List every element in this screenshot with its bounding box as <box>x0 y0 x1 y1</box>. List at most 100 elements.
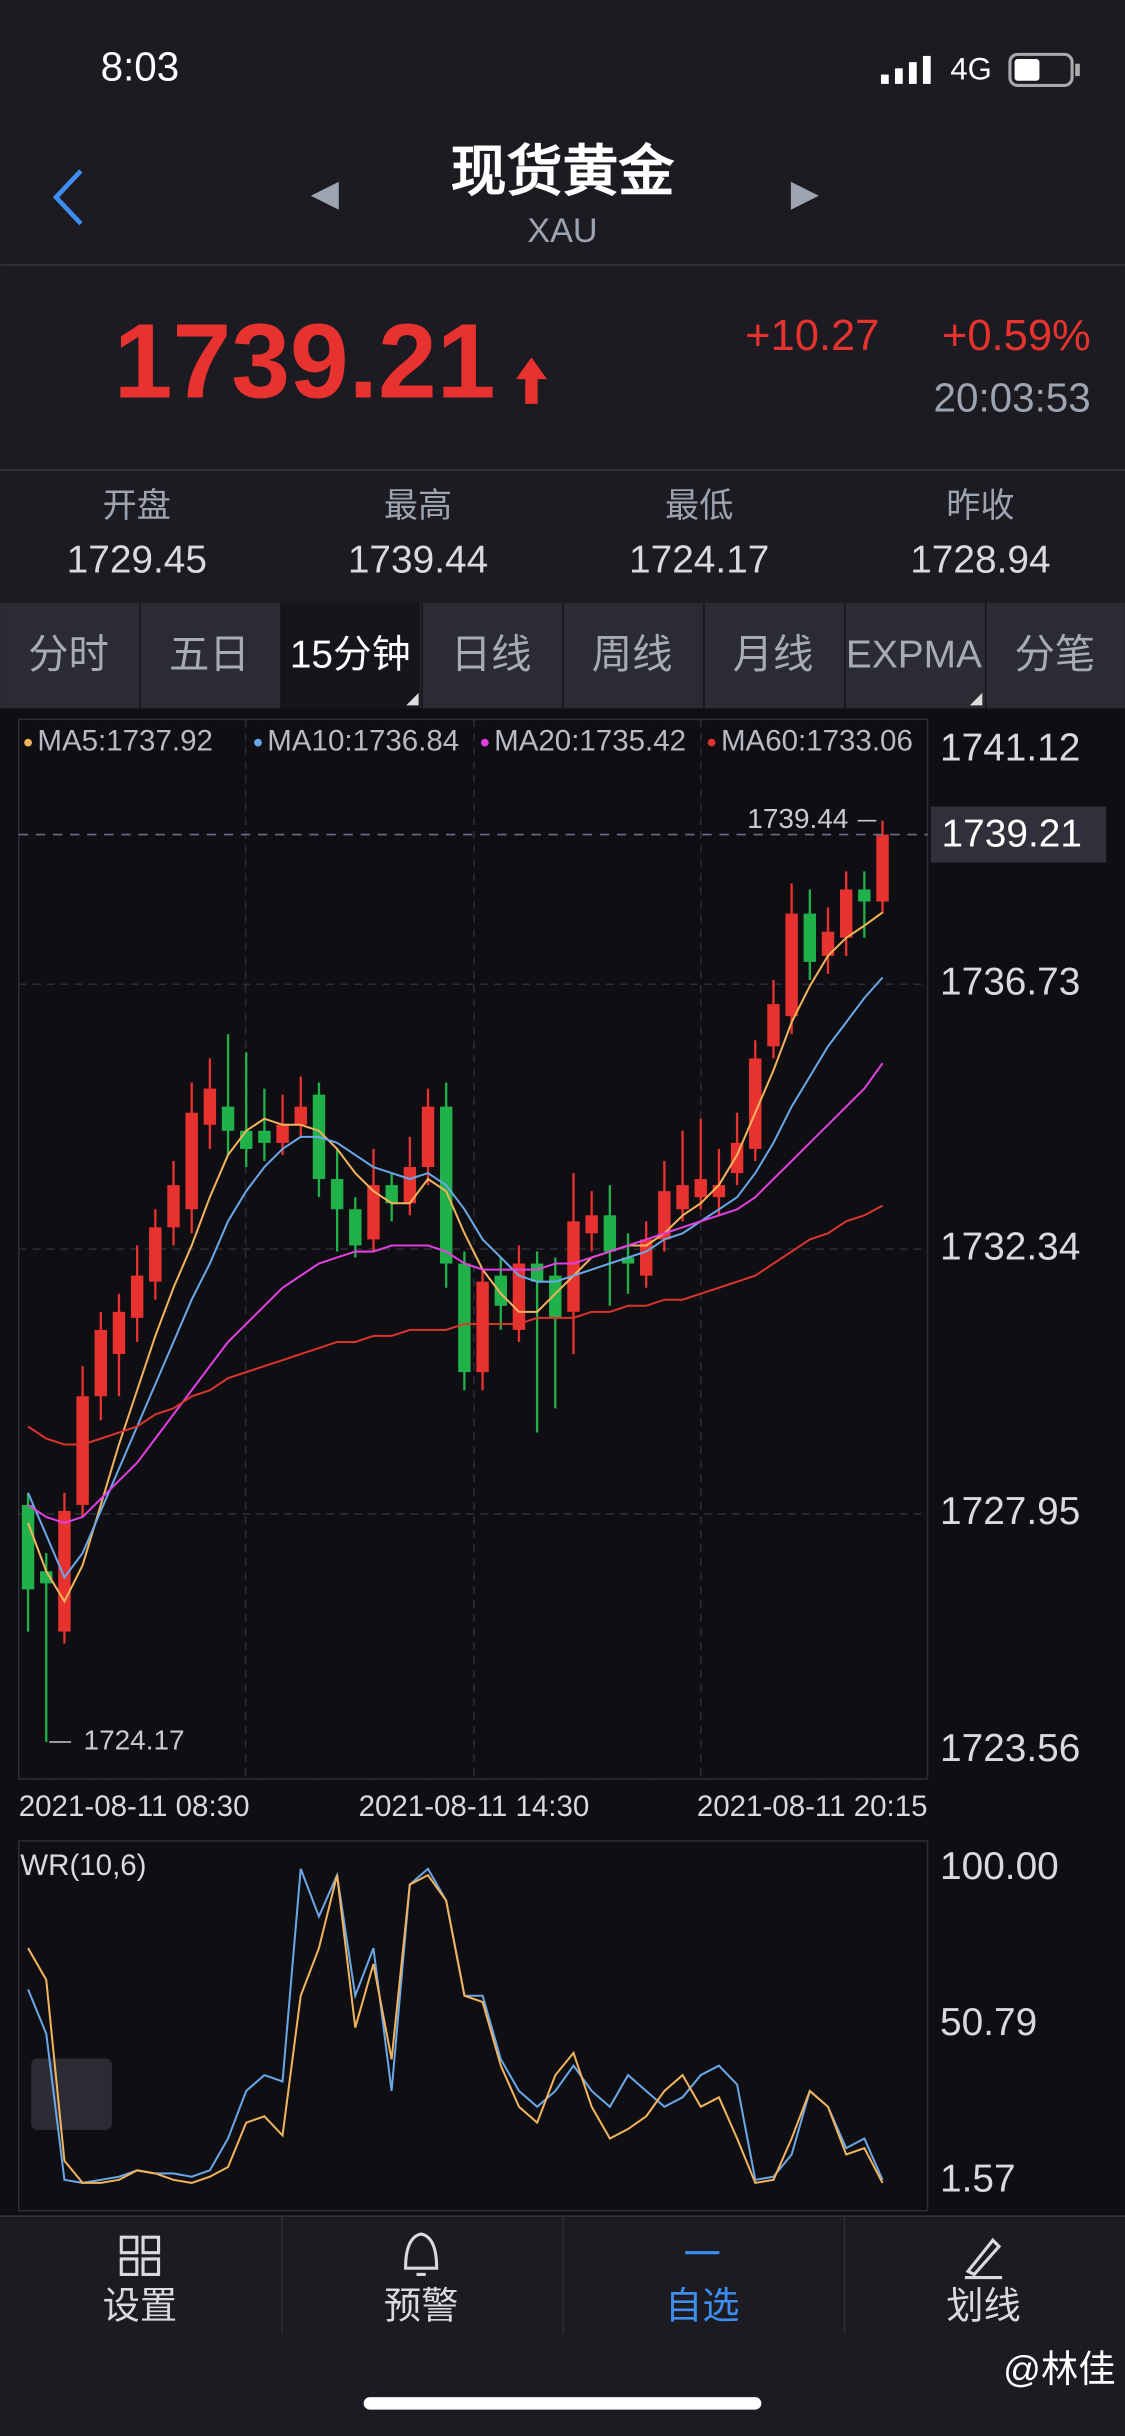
tab-divider <box>139 602 142 709</box>
title: 现货黄金 <box>451 139 676 202</box>
tab[interactable]: 15分钟 <box>290 633 411 676</box>
candle-body <box>730 1142 744 1174</box>
back-button[interactable] <box>52 169 83 226</box>
home-indicator <box>363 2397 762 2410</box>
tab-divider <box>280 602 282 709</box>
candle-body <box>421 1106 435 1168</box>
nav-icon <box>964 2237 1003 2280</box>
candle-body <box>130 1275 144 1318</box>
nav-label[interactable]: 预警 <box>384 2284 459 2326</box>
last-price: 1739.21 <box>114 303 496 421</box>
candle-body <box>294 1106 307 1125</box>
candle-body <box>694 1179 707 1198</box>
last-price-tag <box>930 806 1107 863</box>
candle-body <box>21 1504 35 1590</box>
candle-body <box>40 1571 53 1584</box>
tab[interactable]: EXPMA <box>846 633 982 676</box>
candle-body <box>112 1311 126 1355</box>
tab[interactable]: 月线 <box>733 631 814 677</box>
candle-body <box>621 1257 635 1264</box>
status-time: 8:03 <box>101 44 180 90</box>
y2-tick-label: 100.00 <box>940 1845 1059 1888</box>
candle-body <box>185 1112 198 1210</box>
candle-body <box>749 1058 762 1149</box>
candle-body <box>330 1179 344 1210</box>
candle-body <box>530 1263 544 1282</box>
tab-divider <box>421 602 423 709</box>
watermark: @林佳 <box>1003 2348 1115 2390</box>
stat-value: 1728.94 <box>910 539 1050 582</box>
ma-line <box>27 976 884 1580</box>
x-tick-label: 2021-08-11 20:15 <box>697 1790 928 1823</box>
nav-label[interactable]: 划线 <box>946 2284 1021 2326</box>
candle-body <box>603 1215 617 1252</box>
candle-body <box>276 1124 289 1143</box>
tab[interactable]: 周线 <box>592 631 673 677</box>
candle-body <box>258 1130 271 1143</box>
stat-label: 最高 <box>384 487 452 525</box>
candle-body <box>512 1263 526 1330</box>
last-price-label: 1739.21 <box>942 812 1082 855</box>
battery-icon <box>1008 52 1080 87</box>
divider <box>0 264 1125 266</box>
up-arrow <box>515 357 547 404</box>
tab[interactable]: 日线 <box>451 631 532 677</box>
next-arrow[interactable] <box>790 181 819 210</box>
nav-divider <box>843 2215 846 2334</box>
tab-dropdown-mark <box>969 692 983 706</box>
legend-dot <box>254 738 262 747</box>
candle-body <box>240 1130 253 1149</box>
legend-dot <box>24 738 32 747</box>
legend-label: MA5:1737.92 <box>37 724 213 757</box>
nav-label[interactable]: 自选 <box>665 2284 740 2326</box>
active-tab <box>280 602 421 709</box>
candle-body <box>494 1275 507 1306</box>
candle-body <box>821 931 835 956</box>
candle-body <box>712 1185 726 1198</box>
ma-line <box>27 1062 884 1525</box>
candle-body <box>349 1209 362 1246</box>
quote-time: 20:03:53 <box>934 374 1091 420</box>
stat-value: 1724.17 <box>629 539 769 582</box>
stat-label: 最低 <box>665 487 733 525</box>
tab[interactable]: 分笔 <box>1014 631 1095 677</box>
fullscreen-button[interactable] <box>31 2058 112 2130</box>
y-tick-label: 1723.56 <box>940 1727 1080 1770</box>
candle-body <box>567 1221 580 1312</box>
candle-body <box>94 1329 108 1397</box>
nav-label[interactable]: 设置 <box>103 2284 178 2326</box>
candle-body <box>203 1088 217 1125</box>
bottom-nav <box>0 2215 1125 2334</box>
candle-body <box>658 1191 671 1240</box>
nav-top-border <box>0 2215 1125 2217</box>
legend-dot <box>480 738 489 747</box>
candle-body <box>403 1167 417 1204</box>
candle-body <box>767 1004 780 1047</box>
stat-label: 昨收 <box>946 487 1014 525</box>
candle-body <box>585 1215 598 1234</box>
candle-body <box>76 1396 89 1505</box>
candle-body <box>167 1185 180 1228</box>
tab-dropdown-mark <box>406 692 419 706</box>
legend-label: MA20:1735.42 <box>494 724 686 757</box>
prev-arrow[interactable] <box>310 181 339 210</box>
tab-divider <box>984 602 987 709</box>
stat-label: 开盘 <box>103 487 171 525</box>
y2-tick-label: 1.57 <box>940 2157 1016 2200</box>
divider <box>0 469 1125 471</box>
ma-line <box>27 1204 884 1446</box>
y-tick-label: 1732.34 <box>940 1225 1080 1268</box>
legend-label: MA60:1733.06 <box>721 724 913 757</box>
change-pct: +0.59% <box>942 312 1091 360</box>
tab-divider <box>562 602 564 709</box>
tab[interactable]: 五日 <box>169 631 250 677</box>
tab[interactable]: 分时 <box>28 631 109 677</box>
legend-dot <box>707 738 716 747</box>
y-tick-label: 1727.95 <box>940 1490 1080 1533</box>
high-label: 1739.44 <box>747 803 848 834</box>
chart-background <box>0 708 1125 2216</box>
candle-body <box>221 1106 235 1131</box>
nav-divider <box>562 2215 565 2334</box>
